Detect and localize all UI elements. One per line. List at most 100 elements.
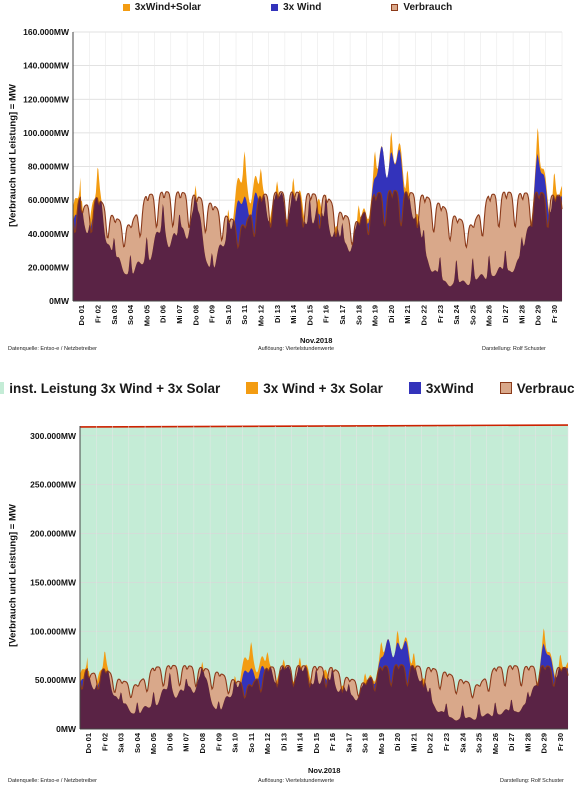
y-tick-label: 80.000MW — [28, 162, 70, 172]
y-tick-label: 40.000MW — [28, 229, 70, 239]
footer-author: Darstellung: Rolf Schuster — [500, 778, 564, 784]
x-tick-label: Mi 14 — [296, 732, 305, 752]
legend-item-wind: 3xWind — [408, 380, 474, 396]
series-area-overlap — [73, 190, 562, 301]
legend: inst. Leistung 3x Wind + 3x Solar 3x Win… — [0, 378, 575, 398]
x-tick-label: Di 27 — [507, 733, 516, 751]
x-tick-label: Mo 26 — [485, 305, 494, 326]
y-tick-label: 0MW — [56, 724, 77, 734]
x-tick-label: Do 29 — [534, 305, 543, 325]
x-tick-label: So 04 — [126, 304, 135, 325]
legend-label: 3xWind — [425, 380, 474, 396]
legend-swatch-tan — [499, 382, 512, 394]
x-tick-label: Di 20 — [387, 305, 396, 323]
legend: 3xWind+Solar 3x Wind Verbrauch — [0, 0, 575, 14]
legend-label: Verbrauch — [403, 1, 453, 13]
footer-author: Darstellung: Rolf Schuster — [482, 346, 546, 352]
x-tick-label: Fr 16 — [328, 733, 337, 751]
x-tick-label: Do 01 — [77, 305, 86, 325]
series-line-verbrauch — [72, 189, 563, 250]
x-tick-label: Do 15 — [305, 305, 314, 325]
x-tick-label: Do 22 — [426, 733, 435, 753]
y-tick-label: 160.000MW — [23, 27, 70, 37]
y-tick-label: 120.000MW — [23, 94, 70, 104]
x-tick-label: So 04 — [133, 732, 142, 753]
x-tick-label: Do 15 — [312, 733, 321, 753]
x-tick-label: Fr 02 — [93, 305, 102, 323]
legend-label: 3x Wind + 3x Solar — [263, 380, 383, 396]
legend-item-wind-solar: 3xWind+Solar — [122, 1, 202, 13]
legend-swatch-blue — [408, 382, 421, 394]
legend-swatch-green — [0, 382, 5, 394]
y-tick-label: 250.000MW — [30, 480, 77, 490]
x-tick-label: So 11 — [247, 733, 256, 753]
x-tick-label: Mi 14 — [289, 304, 298, 324]
x-tick-label: Do 01 — [84, 733, 93, 753]
x-tick-label: Sa 17 — [338, 305, 347, 325]
y-tick-label: 0MW — [49, 296, 70, 306]
y-tick-label: 140.000MW — [23, 61, 70, 71]
x-tick-label: Mo 19 — [371, 305, 380, 326]
x-tick-label: So 18 — [361, 733, 370, 753]
x-tick-label: Di 06 — [165, 733, 174, 751]
x-tick-label: Di 27 — [501, 305, 510, 323]
x-tick-label: Mo 12 — [263, 733, 272, 754]
x-tick-label: Mo 26 — [491, 733, 500, 754]
x-axis-title: Nov.2018 — [300, 336, 333, 345]
footer-source: Datenquelle: Entso-e / Netzbetreiber — [8, 346, 97, 352]
x-tick-label: Fr 02 — [100, 733, 109, 751]
x-tick-label: Fr 30 — [556, 733, 565, 751]
x-tick-label: So 25 — [475, 733, 484, 753]
x-tick-label: Sa 24 — [458, 732, 467, 752]
x-tick-label: Mi 28 — [517, 305, 526, 324]
x-tick-label: Di 06 — [159, 305, 168, 323]
x-tick-label: Mi 21 — [403, 305, 412, 324]
footer-resolution: Auflösung: Viertelstundenwerte — [258, 778, 335, 784]
legend-label: Verbrauch — [516, 380, 575, 396]
x-tick-label: Sa 10 — [224, 305, 233, 325]
x-tick-label: Mi 21 — [409, 733, 418, 752]
y-tick-label: 100.000MW — [30, 626, 77, 636]
legend-swatch-tan — [391, 3, 399, 11]
legend-swatch-orange — [122, 3, 130, 11]
footer-source: Datenquelle: Entso-e / Netzbetreiber — [8, 778, 97, 784]
x-tick-label: Fr 23 — [436, 305, 445, 323]
legend-label: 3x Wind — [283, 1, 322, 13]
legend-label: 3xWind+Solar — [134, 1, 202, 13]
x-tick-label: Fr 16 — [322, 305, 331, 323]
y-tick-label: 50.000MW — [35, 675, 77, 685]
x-tick-label: Mi 28 — [523, 733, 532, 752]
x-tick-label: So 25 — [468, 305, 477, 325]
y-tick-label: 20.000MW — [28, 262, 70, 272]
x-tick-label: Fr 09 — [208, 305, 217, 323]
chart-panel-2: inst. Leistung 3x Wind + 3x Solar 3x Win… — [0, 370, 575, 795]
legend-swatch-orange — [246, 382, 259, 394]
x-tick-label: Do 29 — [540, 733, 549, 753]
y-tick-label: 150.000MW — [30, 577, 77, 587]
x-tick-label: Do 08 — [198, 733, 207, 753]
x-tick-label: Mo 05 — [149, 733, 158, 754]
x-tick-label: Fr 30 — [550, 305, 559, 323]
x-tick-label: Di 13 — [273, 305, 282, 323]
x-tick-label: Sa 03 — [110, 305, 119, 325]
x-axis-title: Nov.2018 — [308, 766, 341, 775]
x-tick-label: Fr 09 — [214, 733, 223, 751]
x-tick-label: Fr 23 — [442, 733, 451, 751]
x-tick-label: So 18 — [354, 305, 363, 325]
x-tick-label: Sa 17 — [344, 733, 353, 753]
legend-swatch-blue — [271, 3, 279, 11]
x-tick-label: Mo 19 — [377, 733, 386, 754]
x-tick-label: Mi 07 — [182, 733, 191, 752]
legend-item-wind-solar: 3x Wind + 3x Solar — [246, 381, 383, 396]
x-tick-label: Mi 07 — [175, 305, 184, 324]
x-tick-label: Mo 05 — [142, 305, 151, 326]
x-tick-label: Di 13 — [279, 733, 288, 751]
x-tick-label: Do 08 — [191, 305, 200, 325]
y-tick-label: 300.000MW — [30, 431, 77, 441]
y-tick-label: 200.000MW — [30, 529, 77, 539]
x-tick-label: Sa 24 — [452, 304, 461, 324]
x-tick-label: Di 20 — [393, 733, 402, 751]
footer-resolution: Auflösung: Viertelstundenwerte — [258, 346, 335, 352]
chart-panel-1: 3xWind+Solar 3x Wind Verbrauch [Verbrauc… — [0, 0, 575, 360]
legend-item-wind: 3x Wind — [271, 2, 321, 13]
